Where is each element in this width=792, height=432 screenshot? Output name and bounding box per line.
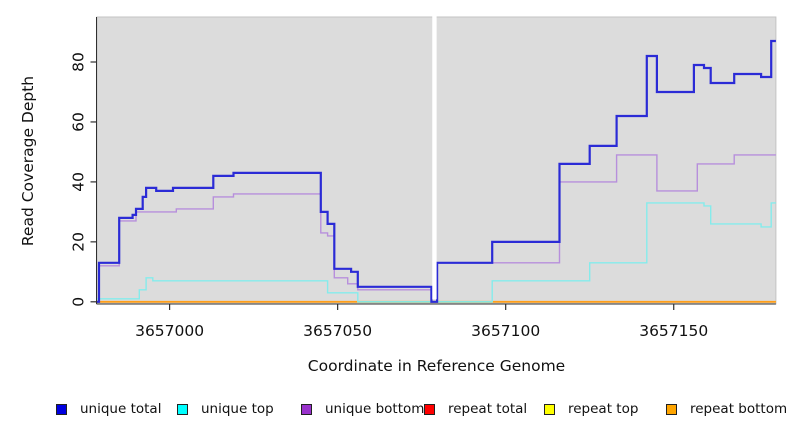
series-unique-bottom [97, 154, 776, 303]
legend-swatch-repeat-bottom [666, 403, 677, 415]
y-axis-title: Read Coverage Depth [19, 75, 37, 247]
legend-label: repeat top [568, 401, 639, 417]
series-unique-top [97, 202, 776, 303]
legend-label: unique total [80, 401, 162, 417]
coverage-gap-band [432, 16, 437, 300]
y-tick-label: 0 [70, 297, 88, 307]
legend-item-repeat-total: repeat total [424, 399, 527, 419]
legend-label: unique bottom [325, 401, 425, 417]
legend-item-repeat-bottom: repeat bottom [666, 399, 787, 419]
y-tick-label: 60 [70, 112, 88, 132]
legend-item-unique-top: unique top [177, 399, 274, 419]
x-tick-label: 3657100 [471, 322, 540, 340]
legend-label: repeat bottom [690, 401, 788, 417]
x-tick-label: 3657050 [303, 322, 372, 340]
y-tick-label: 80 [70, 52, 88, 72]
x-tick-label: 3657000 [135, 322, 204, 340]
y-tick-label: 20 [70, 232, 88, 252]
legend-swatch-unique-top [177, 403, 188, 415]
plot-area: 3657000 3657050 3657100 3657150 0 20 40 60 80 [70, 16, 777, 340]
legend: unique total unique top unique bottom re… [0, 399, 792, 421]
series-unique-total [97, 39, 776, 303]
legend-swatch-repeat-total [424, 403, 435, 415]
legend-swatch-unique-bottom [301, 403, 312, 415]
legend-item-unique-bottom: unique bottom [301, 399, 424, 419]
legend-label: repeat total [448, 401, 528, 417]
y-tick-label: 40 [70, 172, 88, 192]
x-tick-label: 3657150 [639, 322, 708, 340]
x-axis-title: Coordinate in Reference Genome [307, 357, 566, 375]
legend-label: unique top [201, 401, 274, 417]
legend-swatch-unique-total [56, 403, 67, 415]
legend-item-unique-total: unique total [56, 399, 161, 419]
legend-swatch-repeat-top [544, 403, 555, 415]
legend-item-repeat-top: repeat top [544, 399, 638, 419]
